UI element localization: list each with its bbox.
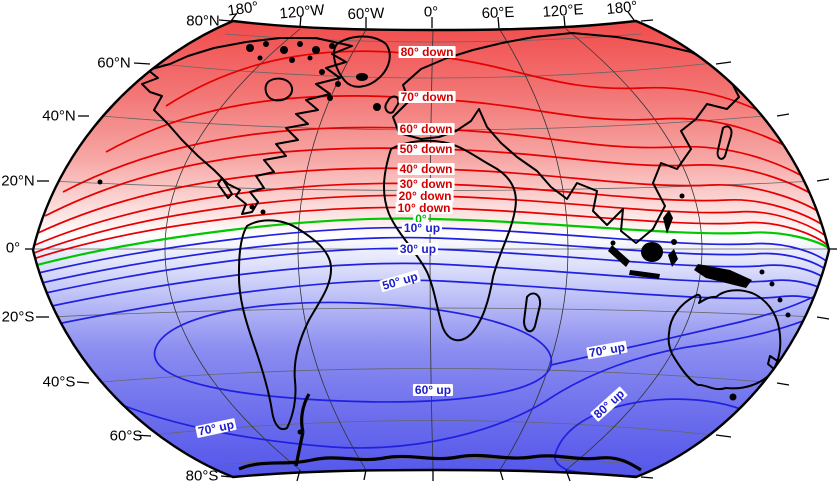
greenland-coast [333, 35, 391, 88]
eurasia-coast [392, 32, 740, 244]
contours-down [33, 50, 829, 260]
meridian-label: 60°W [347, 4, 385, 24]
parallel-label: 60°N [97, 54, 131, 72]
meridian-label: 60°E [481, 3, 515, 23]
parallel-label: 40°S [42, 373, 76, 391]
parallel-label: 40°N [42, 107, 76, 125]
contour-label: 10° down [395, 201, 453, 215]
parallel-label: 0° [5, 239, 21, 257]
contour-label: 60° up [412, 383, 454, 397]
map-border [31, 19, 831, 479]
antarctic-peninsula-coast [294, 393, 311, 467]
antarctica-coast [238, 453, 642, 472]
meridian-label: 0° [423, 3, 439, 21]
parallel-label: 80°N [186, 12, 220, 30]
contour-label: 70° down [398, 90, 456, 104]
baja-coast [217, 177, 233, 199]
japan-coast [716, 125, 733, 160]
meridian-label: 120°E [541, 1, 585, 21]
contour-label: 30° down [397, 177, 455, 191]
contour-label: 40° down [397, 162, 455, 176]
contour-label: 50° down [397, 142, 455, 156]
contour-label: 80° down [398, 45, 456, 59]
madagascar-coast [523, 292, 542, 333]
contour-label: 60° down [397, 122, 455, 136]
graticule-ticks [25, 11, 837, 482]
uk-coast [384, 95, 400, 114]
small-islands [97, 41, 791, 435]
parallel-label: 80°S [185, 467, 219, 484]
parallel-label: 60°S [109, 427, 143, 445]
contour-label: 10° up [401, 221, 443, 235]
south-america-coast [237, 219, 333, 430]
africa-coast [382, 139, 517, 342]
australia-coast [667, 289, 782, 391]
contour-label: 30° up [397, 242, 439, 256]
contour-label: 20° down [396, 189, 454, 203]
parallel-label: 20°N [1, 172, 35, 190]
hudson-bay-coast [264, 77, 294, 102]
parallel-label: 20°S [1, 308, 35, 326]
contour-zero [33, 217, 829, 268]
